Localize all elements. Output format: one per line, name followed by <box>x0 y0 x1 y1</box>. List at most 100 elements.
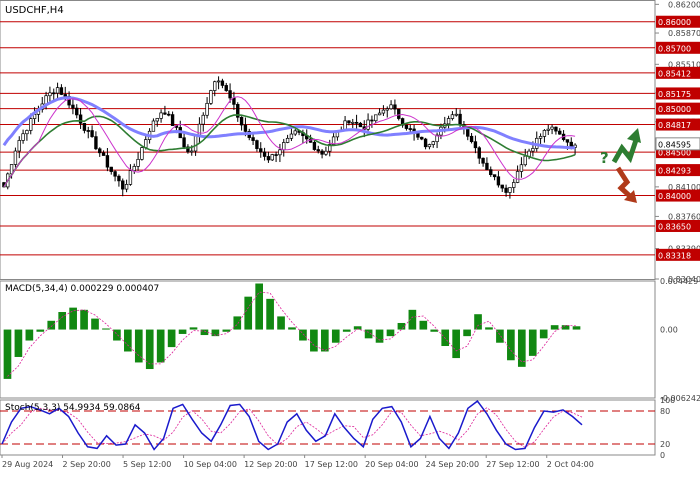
candle-body <box>59 87 64 95</box>
arrow-up-icon <box>611 128 641 164</box>
stoch-title: Stoch(5,3,3) 54.9934 59.0864 <box>5 403 141 413</box>
macd-signal-line <box>7 291 577 377</box>
candle-body <box>75 107 79 116</box>
macd-tick-label: 0.00 <box>660 326 678 335</box>
level-label: 0.85700 <box>658 44 691 53</box>
candle-body <box>454 113 458 116</box>
candle-body <box>124 184 129 190</box>
candle-body <box>17 140 21 152</box>
candle-body <box>182 137 186 148</box>
candle-body <box>270 154 274 161</box>
level-label: 0.83650 <box>658 222 691 231</box>
candle-body <box>71 104 75 109</box>
candle-body <box>48 92 52 97</box>
candle-body <box>190 150 194 153</box>
level-label-bg <box>656 66 700 79</box>
level-label-bg <box>656 219 700 232</box>
level-label: 0.86000 <box>658 18 691 27</box>
candle-body <box>381 109 386 114</box>
candle-body <box>489 169 493 176</box>
candle-body <box>224 85 228 91</box>
level-label-bg <box>656 41 700 54</box>
candle-body <box>86 130 90 132</box>
level-label-bg <box>656 248 700 261</box>
macd-bar <box>233 316 242 330</box>
macd-bar <box>80 309 88 330</box>
macd-bar <box>364 329 373 339</box>
candle-body <box>201 114 205 125</box>
candle-body <box>416 132 420 138</box>
macd-bar <box>47 320 56 330</box>
candle-body <box>477 147 481 159</box>
macd-bar <box>288 327 296 330</box>
time-tick-label: 2 Oct 04:00 <box>547 460 594 469</box>
level-label-bg <box>656 118 700 131</box>
candle-body <box>216 80 221 83</box>
candle-body <box>427 144 432 148</box>
candle-body <box>354 121 359 124</box>
candle-body <box>109 166 113 172</box>
macd-bar <box>145 329 154 370</box>
candle-body <box>347 120 351 124</box>
candle-body <box>239 116 244 126</box>
macd-tick-label: 0.004429 <box>660 277 698 286</box>
macd-bar <box>167 329 176 348</box>
macd-bar <box>419 320 428 330</box>
macd-title: MACD(5,34,4) 0.000229 0.000407 <box>5 284 159 294</box>
time-tick-label: 5 Sep 12:00 <box>123 460 171 469</box>
macd-bar <box>69 307 77 330</box>
candle-body <box>450 114 455 119</box>
candle-body <box>331 136 336 145</box>
candle-body <box>420 136 424 140</box>
sma-slow-line <box>2 96 576 150</box>
candle-body <box>155 118 159 122</box>
level-label: 0.84000 <box>658 192 691 201</box>
candle-body <box>101 152 106 156</box>
macd-bar <box>430 329 439 332</box>
candle-body <box>285 137 290 143</box>
level-label: 0.85000 <box>658 105 691 114</box>
candle-body <box>554 126 558 132</box>
macd-bar <box>58 312 67 330</box>
macd-bar <box>277 316 285 330</box>
current-price-label: 0.84595 <box>658 140 691 149</box>
macd-bar <box>485 327 493 330</box>
level-label: 0.84293 <box>658 167 691 176</box>
candle-body <box>94 136 98 150</box>
candle-body <box>113 171 117 177</box>
candle-body <box>435 134 439 143</box>
price-tick-label: 0.86200 <box>668 0 700 9</box>
candle-body <box>485 162 489 170</box>
forecast-question-mark: ? <box>600 149 609 167</box>
macd-bar <box>310 329 318 352</box>
candle-body <box>519 164 524 172</box>
macd-bar <box>353 326 362 330</box>
candle-body <box>213 81 217 91</box>
candle-body <box>243 124 248 132</box>
candle-body <box>55 87 60 94</box>
stoch-panel: 100 80 20 0 <box>0 396 675 460</box>
price-tick-label: 0.84100 <box>668 183 700 192</box>
candle-body <box>538 136 543 139</box>
current-price-bg <box>655 137 700 151</box>
level-label-bg <box>656 189 700 202</box>
candle-body <box>144 139 148 148</box>
level-label-bg <box>656 87 700 100</box>
candle-body <box>117 175 121 182</box>
time-tick-label: 20 Sep 04:00 <box>365 460 418 469</box>
candle-body <box>289 133 294 139</box>
time-tick-label: 17 Sep 12:00 <box>305 460 358 469</box>
stoch-frame <box>0 399 656 456</box>
candle-body <box>262 151 267 157</box>
macd-bar <box>36 329 45 332</box>
stoch-d-line <box>1 407 583 448</box>
candle-body <box>550 126 554 130</box>
macd-bar <box>572 326 581 330</box>
candle-body <box>385 108 389 111</box>
candle-body <box>446 118 451 125</box>
macd-bar <box>222 329 231 332</box>
level-label: 0.85175 <box>658 90 691 99</box>
sma-mid-line <box>3 114 576 188</box>
candle-body <box>170 114 175 126</box>
